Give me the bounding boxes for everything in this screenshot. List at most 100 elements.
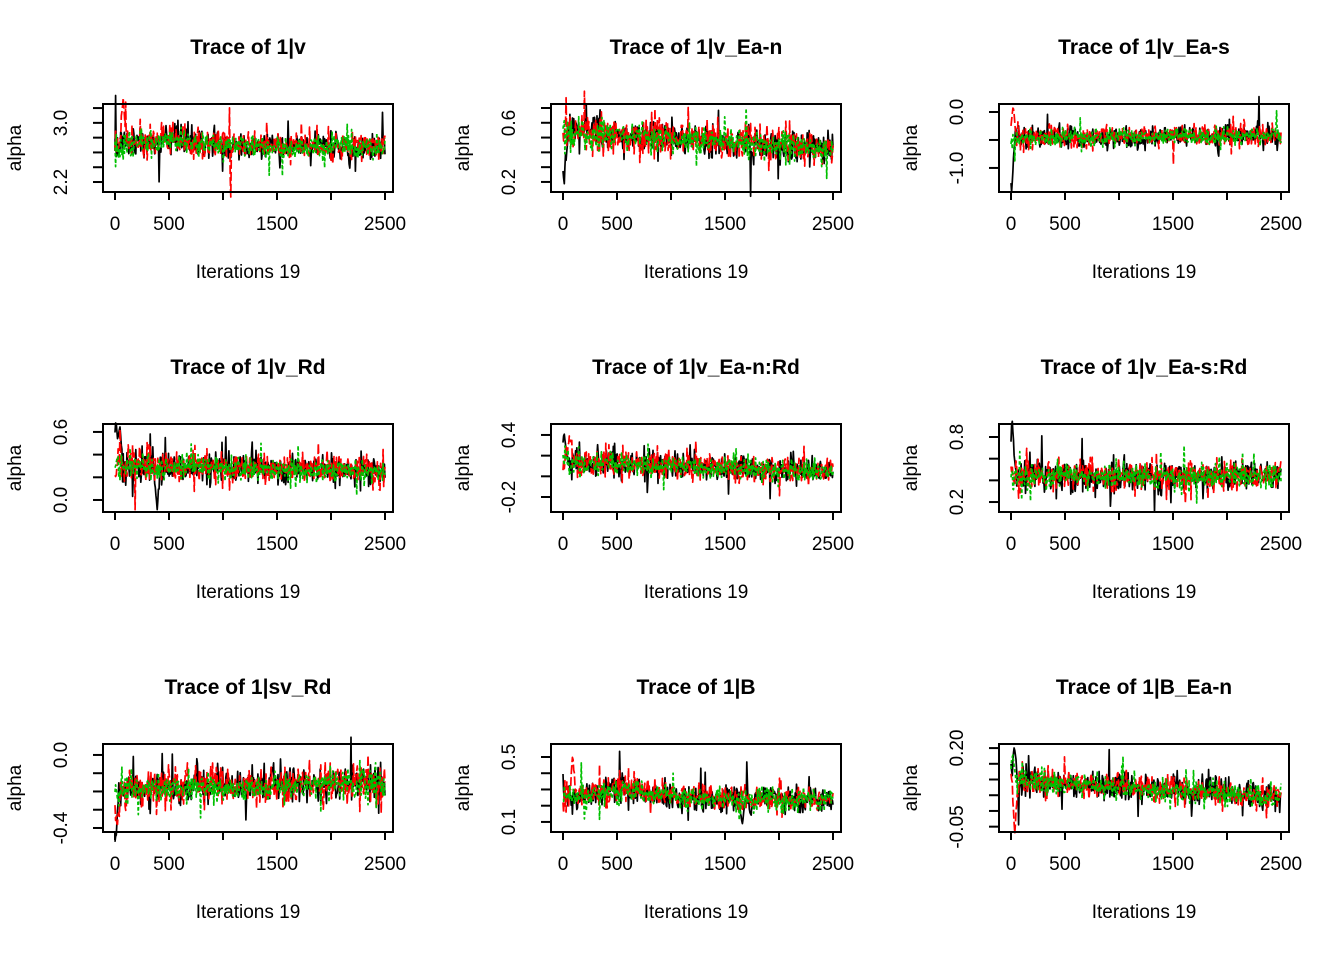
trace-plot-svg [989,420,1290,520]
x-axis-label: Iterations 19 [1091,902,1197,923]
trace-panel: Trace of 1|B_Ea-n alpha Iterations 19 0 5… [896,640,1344,960]
x-axis-label: Iterations 19 [643,262,749,283]
x-tick-label: 500 [1049,214,1081,235]
x-tick-label: 2500 [1259,214,1303,235]
plot-box [102,743,394,833]
y-tick-label: 0.0 [947,98,968,126]
y-tick-label: 2.2 [51,168,72,196]
x-tick-label: 0 [109,214,121,235]
x-tick-label: 0 [109,534,121,555]
x-tick-label: 1500 [1151,214,1195,235]
trace-plot-svg [93,422,394,520]
y-tick-label: 0.0 [51,486,72,514]
y-tick-label: 0.0 [51,741,72,769]
x-axis-label: Iterations 19 [195,262,301,283]
panel-title: Trace of 1|B_Ea-n [1055,676,1233,699]
x-tick-label: 2500 [1259,534,1303,555]
trace-plot-svg [93,736,394,842]
x-tick-label: 1500 [255,534,299,555]
x-axis-label: Iterations 19 [1091,262,1197,283]
plot-box [102,423,394,513]
trace-line-chain-2 [114,754,386,826]
trace-line-chain-3 [1010,754,1282,812]
panel-title: Trace of 1|v_Ea-s [1058,36,1230,59]
y-axis-label: alpha [5,444,26,492]
y-tick-label: 0.8 [947,423,968,451]
y-axis-label: alpha [453,764,474,812]
x-tick-label: 1500 [255,854,299,875]
panel-title: Trace of 1|v_Ea-s:Rd [1040,356,1248,379]
x-axis-label: Iterations 19 [195,582,301,603]
x-tick-label: 1500 [255,214,299,235]
trace-panel: Trace of 1|sv_Rd alpha Iterations 19 0 50… [0,640,448,960]
x-tick-label: 0 [557,854,569,875]
y-axis-label: alpha [453,444,474,492]
trace-line-chain-3 [562,443,834,491]
trace-plot-svg [541,90,842,200]
y-tick-label: -0.2 [499,480,520,514]
trace-plot-svg [93,94,394,200]
trace-line-chain-3 [1010,109,1282,162]
trace-line-chain-3 [114,123,386,177]
trace-line-chain-3 [1010,445,1282,504]
trace-line-chain-3 [562,761,834,821]
panel-title: Trace of 1|sv_Rd [164,676,332,699]
trace-line-chain-3 [114,442,386,496]
panel-title: Trace of 1|v [190,36,306,59]
x-tick-label: 500 [601,214,633,235]
x-tick-label: 0 [1005,534,1017,555]
trace-line-chain-2 [562,435,834,497]
x-tick-label: 0 [109,854,121,875]
x-tick-label: 2500 [1259,854,1303,875]
x-tick-label: 2500 [811,214,855,235]
y-tick-label: 0.1 [499,808,520,836]
x-tick-label: 0 [1005,854,1017,875]
x-tick-label: 1500 [1151,534,1195,555]
y-tick-label: 0.20 [947,729,968,767]
x-tick-label: 500 [1049,534,1081,555]
x-axis-label: Iterations 19 [643,582,749,603]
x-axis-label: Iterations 19 [1091,582,1197,603]
plot-box [550,103,842,193]
x-tick-label: 500 [153,854,185,875]
x-tick-label: 0 [557,534,569,555]
plot-box [102,103,394,193]
x-tick-label: 0 [557,214,569,235]
x-tick-label: 2500 [811,534,855,555]
x-tick-label: 1500 [703,534,747,555]
y-tick-label: 0.2 [499,168,520,196]
x-tick-label: 2500 [363,854,407,875]
y-tick-label: 0.4 [499,421,520,449]
y-axis-label: alpha [901,444,922,492]
trace-panel: Trace of 1|v_Ea-s:Rd alpha Iterations 19… [896,320,1344,640]
x-tick-label: 2500 [811,854,855,875]
y-axis-label: alpha [901,124,922,172]
y-tick-label: 3.0 [51,109,72,137]
y-tick-label: 0.2 [947,488,968,516]
plot-box [998,423,1290,513]
plot-box [998,743,1290,833]
x-axis-label: Iterations 19 [195,902,301,923]
panel-title: Trace of 1|v_Rd [170,356,326,379]
panel-title: Trace of 1|B [636,676,756,699]
y-axis-label: alpha [901,764,922,812]
x-tick-label: 1500 [703,854,747,875]
x-tick-label: 0 [1005,214,1017,235]
y-axis-label: alpha [5,764,26,812]
x-tick-label: 500 [1049,854,1081,875]
y-tick-label: -1.0 [947,151,968,185]
y-tick-label: 0.5 [499,743,520,771]
trace-panel: Trace of 1|B alpha Iterations 19 0 500 150… [448,640,896,960]
trace-panel: Trace of 1|v alpha Iterations 19 0 500 150… [0,0,448,320]
x-tick-label: 2500 [363,534,407,555]
x-tick-label: 500 [153,534,185,555]
plot-box [998,103,1290,193]
trace-line-chain-3 [114,759,386,819]
plot-box [550,743,842,833]
trace-panel: Trace of 1|v_Ea-n:Rd alpha Iterations 19… [448,320,896,640]
y-tick-label: -0.4 [51,811,72,845]
trace-line-chain-3 [562,107,834,180]
y-axis-label: alpha [453,124,474,172]
y-tick-label: -0.05 [947,805,968,849]
trace-plot-svg [541,743,842,840]
